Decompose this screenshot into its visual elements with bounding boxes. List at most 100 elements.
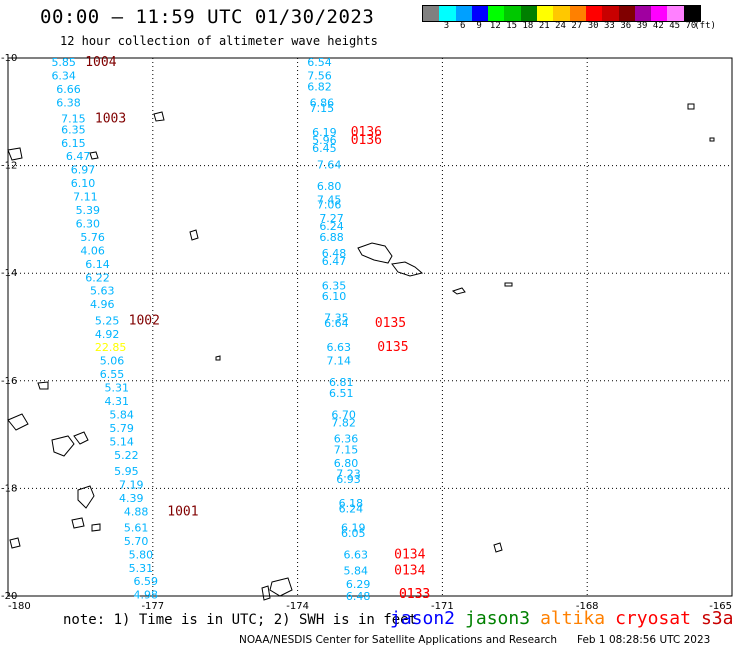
legend-swatch <box>602 6 619 21</box>
legend-label: 3 <box>443 21 450 31</box>
wave-height-value: 6.63 <box>327 341 352 354</box>
wave-height-value: 6.05 <box>341 527 366 540</box>
satellite-legend: jason2 jason3 altika cryosat s3a <box>390 608 740 629</box>
lat-tick-label: -12 <box>1 161 17 172</box>
wave-height-value: 6.10 <box>71 177 96 190</box>
pass-id-label: 0136 <box>351 133 382 148</box>
wave-height-value: 6.70 <box>331 408 356 421</box>
footer: NOAA/NESDIS Center for Satellite Applica… <box>239 634 710 646</box>
pass-id-label: 1004 <box>85 55 116 70</box>
lat-tick-label: -18 <box>1 483 17 494</box>
island-outline <box>189 229 199 241</box>
legend-label: 24 <box>555 21 566 31</box>
wave-height-value: 4.39 <box>119 492 144 505</box>
wave-height-value: 7.15 <box>334 443 359 456</box>
wave-height-value: 6.24 <box>339 503 364 516</box>
island-outline <box>215 355 221 361</box>
legend-swatch <box>471 6 489 21</box>
island-outline <box>153 111 165 122</box>
wave-height-value: 7.15 <box>61 113 86 126</box>
lat-tick-label: -20 <box>1 591 17 602</box>
legend-label: 9 <box>476 21 482 31</box>
lon-tick-label: -177 <box>141 601 164 612</box>
legend-label: 42 <box>652 21 664 31</box>
island-outline <box>709 137 715 142</box>
wave-height-value: 4.92 <box>95 328 120 341</box>
legend-swatch <box>488 6 505 21</box>
wave-height-value: 7.64 <box>317 158 342 171</box>
legend-swatch <box>651 6 668 21</box>
legend-swatch <box>423 6 440 21</box>
legend-label: 6 <box>460 21 466 31</box>
wave-height-value: 6.54 <box>307 56 332 69</box>
wave-height-value: 6.63 <box>343 548 368 561</box>
pass-id-label: 0135 <box>375 316 406 331</box>
pass-id-label: 1002 <box>129 313 160 328</box>
footnote: note: 1) Time is in UTC; 2) SWH is in fe… <box>63 612 418 628</box>
legend-swatch <box>553 6 570 21</box>
legend-label: 27 <box>571 21 583 31</box>
wave-height-value: 6.88 <box>319 231 344 244</box>
legend-swatch <box>504 6 521 21</box>
wave-height-value: 7.15 <box>310 102 335 115</box>
wave-height-value: 6.64 <box>324 317 349 330</box>
wave-height-value: 5.76 <box>80 231 105 244</box>
lon-tick-label: -168 <box>576 601 599 612</box>
wave-height-value: 7.06 <box>317 199 342 212</box>
wave-height-value: 6.10 <box>322 290 347 303</box>
legend-swatch <box>667 6 684 21</box>
island-outline <box>77 485 95 509</box>
satellite-name: altika <box>540 608 606 629</box>
legend-swatch <box>537 6 554 21</box>
wave-height-value: 6.30 <box>76 217 101 230</box>
wave-height-value: 5.84 <box>343 564 368 577</box>
island-outline <box>261 585 271 601</box>
wave-height-value: 6.22 <box>85 271 110 284</box>
island-outline <box>451 287 466 295</box>
wave-height-value: 7.56 <box>307 70 332 83</box>
legend-swatch <box>683 6 701 21</box>
wave-height-value: 6.35 <box>61 123 86 136</box>
legend-label: 21 <box>538 21 550 31</box>
island-outline <box>37 381 49 390</box>
wave-height-value: 6.18 <box>339 497 364 510</box>
legend-label: 45 <box>669 21 681 31</box>
wave-height-value: 5.22 <box>114 449 139 462</box>
island-outline <box>9 537 21 549</box>
wave-height-value: 5.70 <box>124 535 149 548</box>
legend-swatch <box>585 6 603 21</box>
wave-height-value: 7.35 <box>324 312 349 325</box>
wave-height-value: 6.19 <box>312 126 337 139</box>
legend-swatch <box>569 6 586 21</box>
wave-height-value: 6.80 <box>334 457 359 470</box>
lat-tick-label: -14 <box>1 268 17 279</box>
wave-height-value: 6.36 <box>334 433 359 446</box>
island-outline <box>391 261 424 277</box>
pass-id-label: 0134 <box>394 547 425 562</box>
legend-swatch <box>455 6 472 21</box>
wave-height-value: 6.15 <box>61 137 86 150</box>
pass-id-label: 0136 <box>351 125 382 140</box>
color-legend <box>422 5 702 22</box>
island-outline <box>89 151 99 160</box>
pass-id-label: 0133 <box>399 587 430 602</box>
wave-height-value: 6.48 <box>322 247 347 260</box>
wave-height-value: 6.80 <box>317 180 342 193</box>
lat-tick-label: -16 <box>1 376 17 387</box>
lon-tick-label: -165 <box>709 601 732 612</box>
island-outline <box>71 517 85 529</box>
legend-label: 15 <box>506 21 518 31</box>
satellite-name: jason2 <box>390 608 456 629</box>
wave-height-value: 7.82 <box>331 417 356 430</box>
wave-height-value: 7.11 <box>73 191 98 204</box>
wave-height-value: 5.63 <box>90 285 115 298</box>
island-outline <box>7 147 23 161</box>
graticule: -180 -177 -174 -171 -168 -165 -10 -12 -14 -16 -18 -… <box>1 53 733 612</box>
wave-height-value: 6.48 <box>346 590 371 603</box>
wave-height-value: 6.93 <box>336 473 361 486</box>
wave-height-value: 4.06 <box>80 244 105 257</box>
wave-height-value: 5.79 <box>109 422 134 435</box>
wave-height-value: 5.96 <box>312 134 337 147</box>
wave-height-value: 6.24 <box>319 220 344 233</box>
